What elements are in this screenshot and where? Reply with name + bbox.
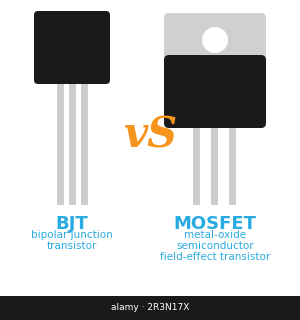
Text: semiconductor: semiconductor: [176, 241, 254, 251]
Circle shape: [202, 27, 228, 53]
FancyBboxPatch shape: [164, 55, 266, 128]
Bar: [212, 120, 218, 205]
Text: alamy · 2R3N17X: alamy · 2R3N17X: [111, 303, 189, 313]
Bar: [68, 78, 76, 205]
Text: vS: vS: [123, 114, 177, 156]
Bar: [0, 296, 300, 320]
FancyBboxPatch shape: [34, 11, 110, 84]
Text: transistor: transistor: [47, 241, 97, 251]
Text: bipolar junction: bipolar junction: [31, 230, 113, 240]
Bar: [56, 78, 64, 205]
FancyBboxPatch shape: [164, 13, 266, 128]
Text: MOSFET: MOSFET: [173, 215, 256, 233]
Bar: [194, 120, 200, 205]
Text: metal-oxide: metal-oxide: [184, 230, 246, 240]
Bar: [230, 120, 236, 205]
Bar: [169, 60, 261, 72]
Text: BJT: BJT: [56, 215, 88, 233]
Bar: [80, 78, 88, 205]
Text: field-effect transistor: field-effect transistor: [160, 252, 270, 262]
